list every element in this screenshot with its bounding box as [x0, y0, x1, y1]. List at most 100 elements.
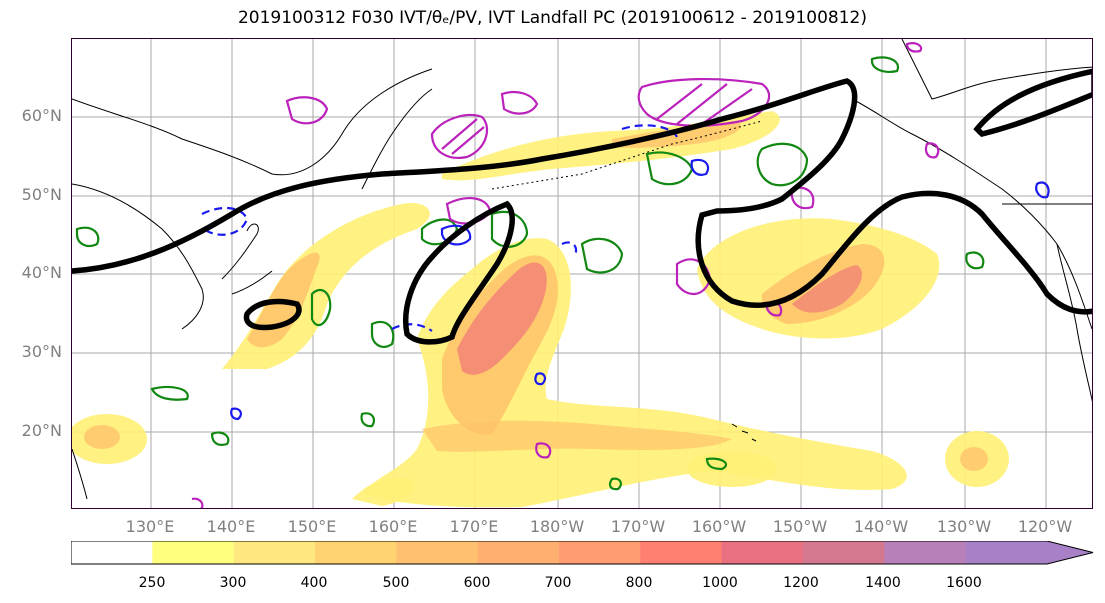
pc-contour-ne [973, 68, 1092, 138]
coast-asia-north [72, 68, 433, 176]
green-contour [150, 385, 189, 401]
blue-contour [534, 372, 546, 386]
blue-contour [230, 407, 242, 421]
ivt-colorbar [71, 541, 1094, 565]
coast-asia-east [72, 183, 204, 330]
ivt-area-south [422, 420, 732, 452]
map-title: 2019100312 F030 IVT/θₑ/PV, IVT Landfall … [237, 8, 868, 28]
coast-namerica-west [1056, 243, 1092, 402]
lon-label-170e: 170°E [449, 517, 499, 536]
lon-label-130e: 130°E [125, 517, 175, 536]
lat-label-60n: 60°N [21, 106, 62, 125]
colorbar-cell [965, 541, 1093, 564]
lat-label-50n: 50°N [21, 185, 62, 204]
colorbar-tick-label: 1400 [865, 575, 901, 591]
coast-philippines [72, 448, 88, 500]
magenta-contour [191, 497, 204, 508]
pc-contours [72, 68, 1092, 345]
colorbar-tick-label: 800 [625, 575, 653, 591]
colorbar-cell [640, 541, 723, 564]
magenta-contour [430, 113, 489, 159]
coast-alaska-north [901, 39, 1092, 100]
green-contour [75, 226, 100, 248]
colorbar-tick-label: 250 [138, 575, 166, 591]
lon-label-150w: 150°W [772, 517, 828, 536]
blue-contour [391, 323, 433, 332]
magenta-contour [637, 78, 771, 127]
colorbar-tick-label: 300 [219, 575, 247, 591]
magenta-contour [905, 42, 923, 53]
coast-aleutians [491, 120, 763, 190]
lat-label-30n: 30°N [21, 342, 62, 361]
ivt-area-central-high [457, 262, 547, 375]
magenta-hatch [441, 83, 753, 155]
coast-alaska [851, 98, 1092, 330]
colorbar-cell [233, 541, 316, 564]
blue-contour [201, 206, 249, 236]
colorbar-tick-label: 1200 [783, 575, 819, 591]
map-panel [71, 38, 1093, 509]
magenta-contour [445, 197, 492, 225]
magenta-contour [535, 442, 552, 459]
blue-contour [561, 241, 578, 258]
colorbar-outline [71, 541, 1094, 565]
colorbar-cell [802, 541, 885, 564]
lon-label-160e: 160°E [368, 517, 418, 536]
blue-contour [440, 224, 472, 246]
magenta-contour [790, 186, 815, 210]
lon-label-180w: 180°W [529, 517, 585, 536]
lat-label-40n: 40°N [21, 263, 62, 282]
green-contour [370, 320, 395, 348]
coastlines [72, 39, 1092, 500]
green-contour [580, 237, 624, 274]
lat-label-20n: 20°N [21, 421, 62, 440]
colorbar-tick-label: 500 [382, 575, 410, 591]
coast-hawaii [731, 423, 757, 442]
colorbar-cell [884, 541, 967, 564]
green-contour [705, 457, 728, 471]
ivt-shading [72, 111, 1009, 508]
ivt-area-hawaii-core [960, 447, 988, 471]
colorbar-cell [314, 541, 397, 564]
colorbar-tick-label: 1000 [702, 575, 738, 591]
lon-label-140e: 140°E [206, 517, 256, 536]
pc-contour-main [72, 78, 1092, 315]
lon-label-140w: 140°W [853, 517, 909, 536]
ivt-area-east-high [792, 265, 862, 313]
colorbar-cell [477, 541, 560, 564]
green-contour [210, 431, 230, 446]
magenta-contour [924, 142, 940, 159]
green-contour [870, 56, 900, 73]
pc-contour-japan [243, 298, 302, 331]
map-canvas [72, 39, 1092, 508]
coast-japan [221, 223, 273, 295]
blue-contour [1035, 181, 1050, 199]
coast-kamchatka [361, 88, 433, 190]
colorbar-tick-label: 1600 [946, 575, 982, 591]
colorbar-cell [558, 541, 641, 564]
green-contour [360, 412, 376, 428]
lon-label-160w: 160°W [691, 517, 747, 536]
blue-contour [690, 158, 710, 176]
colorbar-tick-label: 600 [463, 575, 491, 591]
ivt-area-mid [687, 451, 777, 487]
ivt-area-wpac-core [84, 425, 120, 449]
magenta-contour [285, 96, 329, 125]
magenta-contour [500, 90, 539, 115]
lon-label-170w: 170°W [610, 517, 666, 536]
green-contour [608, 477, 622, 491]
colorbar-cell [721, 541, 804, 564]
colorbar-tick-label: 700 [544, 575, 572, 591]
colorbar-cell [152, 541, 235, 564]
green-contour [420, 218, 459, 246]
ivt-area-tail [352, 477, 416, 506]
green-contour [310, 288, 332, 327]
colorbar-tick-label: 400 [300, 575, 328, 591]
colorbar-cell [396, 541, 479, 564]
lon-label-130w: 130°W [936, 517, 992, 536]
colorbar-cell [71, 541, 153, 564]
pc-contour-central [403, 200, 515, 345]
lon-label-120w: 120°W [1017, 517, 1073, 536]
green-contours [75, 56, 985, 491]
green-contour [756, 142, 809, 187]
